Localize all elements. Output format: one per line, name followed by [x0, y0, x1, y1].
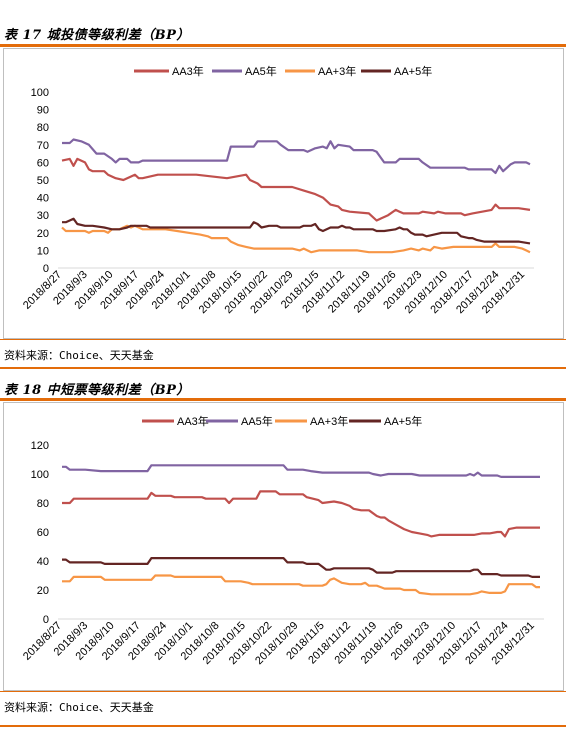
- legend-label-aaplus5: AA+5年: [394, 64, 432, 78]
- legend-label-aa3: AA3年: [172, 64, 204, 78]
- series-line-aa3: [61, 157, 531, 222]
- y-tick-label: 60: [37, 527, 49, 539]
- y-tick-label: 80: [37, 498, 49, 510]
- y-axis-ticks: 0 20 40 60 80 100 120: [31, 440, 49, 626]
- series-line-aaplus5: [62, 557, 540, 578]
- title-rule: [0, 44, 566, 47]
- spread-chart-city-investment: AA3年 AA5年 AA+3年 AA+5年 0 10 20 30 40 50 60 70 80 9…: [21, 64, 534, 316]
- series-line-aa5: [62, 138, 531, 175]
- chart-frame: AA3年 AA5年 AA+3年 AA+5年 0 10 20 30 40 50 60 70 80 9…: [3, 48, 564, 339]
- y-tick-label: 90: [37, 105, 49, 117]
- y-tick-label: 20: [37, 585, 49, 597]
- chart-frame: AA3年 AA5年 AA+3年 AA+5年 0 20 40 60 80 100 120 20…: [3, 402, 564, 691]
- series-lines: [62, 464, 540, 596]
- legend-label-aaplus5: AA+5年: [384, 414, 422, 428]
- y-tick-label: 20: [37, 228, 49, 240]
- y-tick-label: 120: [31, 440, 49, 452]
- panel-separator: [0, 725, 566, 727]
- legend: AA3年 AA5年 AA+3年 AA+5年: [134, 64, 432, 78]
- y-tick-label: 70: [37, 140, 49, 152]
- y-tick-label: 80: [37, 122, 49, 134]
- y-tick-label: 100: [31, 469, 49, 481]
- y-tick-label: 60: [37, 157, 49, 169]
- y-tick-label: 10: [37, 245, 49, 257]
- series-line-aa3: [62, 490, 540, 538]
- legend-label-aaplus3: AA+3年: [318, 64, 356, 78]
- title-rule: [0, 398, 566, 401]
- legend-label-aa3: AA3年: [177, 414, 209, 428]
- source-note: 资料来源：Choice、天天基金: [4, 349, 154, 362]
- source-rule: [0, 691, 566, 692]
- y-tick-label: 40: [37, 556, 49, 568]
- legend-label-aa5: AA5年: [241, 414, 273, 428]
- chart-title: 表 17 城投债等级利差（BP）: [4, 28, 190, 43]
- series-line-aa5: [62, 464, 540, 479]
- y-tick-label: 50: [37, 175, 49, 187]
- legend-label-aa5: AA5年: [245, 64, 277, 78]
- x-axis-ticks: 2018/8/272018/9/32018/9/102018/9/172018/…: [21, 269, 527, 316]
- y-axis-ticks: 0 10 20 30 40 50 60 70 80 90 100: [31, 87, 49, 275]
- y-tick-label: 100: [31, 87, 49, 99]
- x-axis-ticks: 2018/8/272018/9/32018/9/102018/9/172018/…: [21, 620, 537, 667]
- spread-chart-short-term-notes: AA3年 AA5年 AA+3年 AA+5年 0 20 40 60 80 100 120 20…: [21, 414, 544, 667]
- source-rule: [0, 339, 566, 340]
- source-note: 资料来源：Choice、天天基金: [4, 701, 154, 714]
- series-lines: [61, 138, 531, 254]
- y-tick-label: 30: [37, 210, 49, 222]
- y-tick-label: 40: [37, 193, 49, 205]
- y-tick-label: 0: [43, 614, 49, 626]
- legend-label-aaplus3: AA+3年: [310, 414, 348, 428]
- legend: AA3年 AA5年 AA+3年 AA+5年: [142, 414, 422, 428]
- series-line-aaplus3: [62, 574, 540, 596]
- chart-title: 表 18 中短票等级利差（BP）: [4, 383, 190, 398]
- y-tick-label: 0: [43, 263, 49, 275]
- series-line-aaplus3: [61, 224, 531, 254]
- series-line-aaplus5: [62, 217, 531, 245]
- panel-separator: [0, 367, 566, 369]
